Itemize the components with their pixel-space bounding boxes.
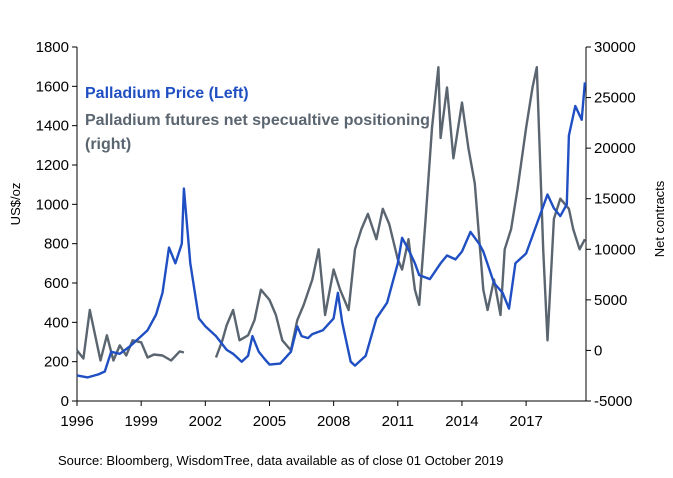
x-tick-label: 2008 (317, 413, 350, 430)
left-tick-label: 1800 (36, 39, 69, 56)
left-tick-label: 200 (44, 354, 69, 371)
left-tick-label: 1600 (36, 78, 69, 95)
legend-net-positioning: Palladium futures net specualtive positi… (85, 112, 434, 153)
x-tick-label: 2005 (253, 413, 286, 430)
right-tick-label: 0 (594, 342, 602, 359)
legend-net-positioning-line2: (right) (85, 136, 131, 153)
right-tick-label: 15000 (594, 191, 636, 208)
right-tick-label: 30000 (594, 39, 636, 56)
plot-axes (76, 47, 587, 402)
series-lines (76, 66, 587, 379)
x-tick-label: 2002 (189, 413, 222, 430)
x-tick-label: 2017 (509, 413, 542, 430)
source-note: Source: Bloomberg, WisdomTree, data avai… (58, 453, 503, 468)
right-tick-label: 25000 (594, 90, 636, 107)
left-axis-title: US$/oz (8, 183, 23, 226)
left-tick-label: 1200 (36, 157, 69, 174)
left-axis-ticks: 0 200 400 600 800 1000 1200 1400 1600 1800 (36, 39, 77, 410)
series-line-palladium-price (76, 82, 587, 379)
left-tick-label: 800 (44, 236, 69, 253)
left-tick-label: 0 (61, 393, 69, 410)
left-tick-label: 600 (44, 275, 69, 292)
right-tick-label: 20000 (594, 140, 636, 157)
left-tick-label: 1000 (36, 196, 69, 213)
left-tick-label: 400 (44, 314, 69, 331)
right-tick-label: -5000 (594, 393, 632, 410)
series-line-net-positioning (76, 66, 586, 362)
x-tick-label: 2014 (445, 413, 478, 430)
x-tick-label: 2011 (382, 413, 414, 430)
legend-palladium-price: Palladium Price (Left) (85, 85, 249, 102)
right-tick-label: 10000 (594, 241, 636, 258)
right-axis-ticks: -5000 0 5000 10000 15000 20000 25000 30000 (586, 39, 636, 410)
right-tick-label: 5000 (594, 292, 627, 309)
left-tick-label: 1400 (36, 118, 69, 135)
right-axis-title: Net contracts (652, 180, 667, 257)
x-axis-ticks: 1996 1999 2002 2005 2008 2011 2014 2017 (60, 401, 543, 430)
x-tick-label: 1999 (124, 413, 157, 430)
x-tick-label: 1996 (60, 413, 93, 430)
legend-net-positioning-line1: Palladium futures net specualtive positi… (85, 112, 430, 129)
